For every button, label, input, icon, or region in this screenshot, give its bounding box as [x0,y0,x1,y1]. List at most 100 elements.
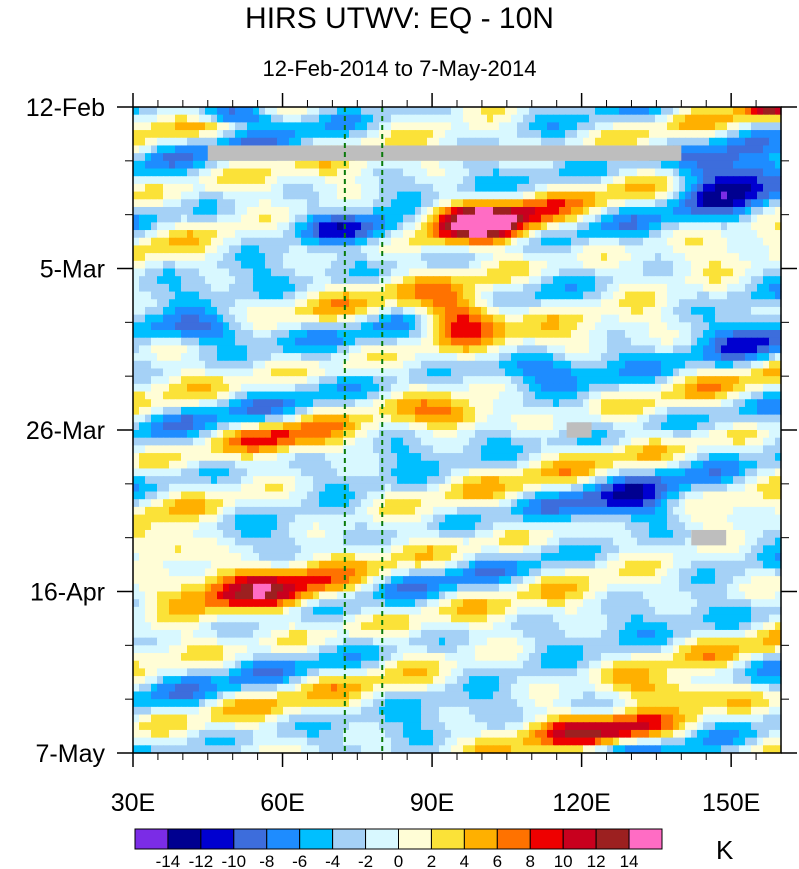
contour-cell [391,253,398,262]
contour-cell [289,437,296,446]
contour-cell [487,160,494,170]
contour-cell [187,253,194,262]
contour-cell [223,291,230,300]
contour-cell [445,260,452,270]
contour-cell [523,245,530,254]
contour-cell [271,137,278,147]
contour-cell [523,253,530,262]
contour-cell [553,291,560,300]
contour-cell [565,391,572,400]
contour-cell [307,237,314,247]
contour-cell [427,291,434,300]
contour-cell [703,322,710,331]
contour-cell [613,422,620,431]
contour-cell [487,130,494,139]
contour-cell [517,260,524,270]
contour-cell [523,160,530,170]
contour-cell [145,306,152,316]
contour-cell [511,368,518,377]
contour-cell [571,360,578,370]
contour-cell [655,168,662,177]
contour-cell [151,114,158,123]
contour-cell [661,222,668,231]
contour-cell [763,406,770,416]
contour-cell [601,422,608,431]
contour-cell [343,253,350,262]
contour-cell [169,145,176,154]
contour-cell [577,107,584,116]
contour-cell [199,391,206,400]
contour-cell [445,330,452,339]
contour-cell [181,237,188,247]
contour-cell [619,406,626,416]
contour-cell [157,337,164,346]
contour-cell [199,107,206,116]
contour-cell [385,230,392,239]
contour-cell [529,430,536,439]
contour-cell [139,237,146,247]
contour-cell [427,299,434,308]
contour-cell [247,337,254,346]
contour-cell [709,268,716,277]
contour-cell [751,337,758,346]
contour-cell [439,314,446,323]
contour-cell [655,330,662,339]
contour-cell [583,268,590,277]
contour-cell [289,299,296,308]
contour-cell [193,391,200,400]
contour-cell [667,445,674,454]
contour-cell [643,399,650,408]
contour-cell [715,330,722,339]
contour-cell [631,276,638,285]
contour-cell [313,137,320,147]
contour-cell [175,291,182,300]
contour-cell [397,107,404,116]
contour-cell [343,122,350,131]
contour-cell [187,199,194,208]
contour-cell [709,299,716,308]
contour-cell [463,314,470,323]
contour-cell [589,337,596,346]
contour-cell [367,183,374,193]
contour-cell [769,230,776,239]
contour-cell [139,230,146,239]
contour-cell [223,437,230,446]
contour-cell [493,214,500,223]
contour-cell [313,230,320,239]
contour-cell [721,353,728,362]
contour-cell [433,314,440,323]
contour-cell [403,383,410,393]
contour-cell [223,345,230,354]
contour-cell [163,145,170,154]
contour-cell [349,437,356,446]
contour-cell [475,368,482,377]
contour-cell [421,314,428,323]
contour-cell [415,291,422,300]
contour-cell [169,430,176,439]
contour-cell [673,376,680,385]
contour-cell [463,337,470,346]
contour-cell [259,114,266,123]
contour-cell [169,345,176,354]
contour-cell [649,422,656,431]
contour-cell [169,353,176,362]
contour-cell [157,114,164,123]
contour-cell [775,245,782,254]
contour-cell [769,114,776,123]
contour-cell [595,368,602,377]
contour-cell [433,453,440,462]
contour-cell [625,199,632,208]
contour-cell [661,268,668,277]
contour-cell [235,391,242,400]
contour-cell [709,437,716,446]
contour-cell [193,206,200,216]
contour-cell [433,391,440,400]
contour-cell [367,253,374,262]
contour-cell [337,299,344,308]
contour-cell [505,299,512,308]
contour-cell [469,306,476,316]
contour-cell [559,237,566,247]
contour-cell [607,422,614,431]
contour-cell [499,345,506,354]
contour-cell [463,453,470,462]
